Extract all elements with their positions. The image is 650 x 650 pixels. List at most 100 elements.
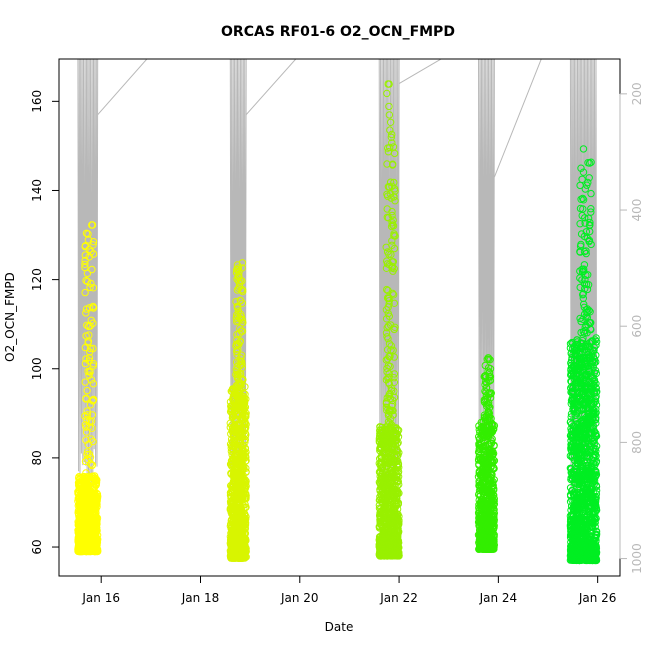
data-point [382,376,391,384]
data-point [84,531,92,539]
data-point [228,450,236,459]
data-point [391,197,399,205]
data-point [376,487,384,495]
data-point [383,89,391,98]
data-point [239,519,247,527]
data-point [490,500,498,508]
data-point [393,535,401,543]
data-point [87,316,96,324]
data-point [241,479,249,487]
data-point [386,143,394,152]
data-point [474,473,483,481]
data-point [482,540,491,548]
data-point [234,494,242,502]
data-point [235,278,243,286]
data-point [390,265,398,273]
data-point [475,511,483,520]
data-point [82,436,90,444]
data-point [386,414,395,423]
data-point [237,313,246,321]
data-point [385,443,393,451]
data-point [486,425,494,433]
data-point [85,512,93,521]
data-point [84,230,92,238]
data-point [86,348,94,356]
data-point [83,415,91,424]
data-point [480,528,488,536]
data-point [91,547,99,555]
data-point [394,499,403,507]
data-point [91,492,100,500]
data-point [478,531,486,540]
data-point [87,248,95,256]
data-point [86,505,94,513]
data-point [228,553,237,561]
data-point [480,442,488,451]
data-point [490,497,498,505]
data-point [377,534,386,542]
data-point [227,547,235,556]
data-point [231,438,239,446]
data-point [377,453,385,461]
data-point [480,433,488,441]
data-point [86,344,95,353]
data-point [377,464,385,472]
data-point [393,430,402,438]
data-point [85,304,94,312]
data-point [392,539,401,547]
data-point [379,551,387,559]
data-point [384,474,392,482]
data-point [79,499,87,508]
data-point [379,529,387,538]
data-point [232,448,240,457]
data-point [489,535,497,544]
data-point [389,160,397,168]
data-point [74,520,83,528]
data-point [232,268,241,277]
data-point [484,364,493,372]
data-point [232,340,241,348]
data-point [387,342,395,350]
data-point [387,387,396,395]
data-point [483,379,491,387]
data-point [89,238,98,246]
data-point [230,422,238,430]
data-point [375,504,384,512]
data-point [87,376,96,384]
data-point [480,433,489,442]
data-point [478,482,486,490]
data-point [240,420,249,428]
data-point [75,473,83,481]
data-point [379,482,388,490]
data-point [241,534,249,543]
data-point [485,377,493,385]
data-point [89,517,97,525]
data-point [84,545,93,554]
flight-series-rf01 [74,221,102,556]
data-point [384,529,392,538]
data-point [392,432,400,440]
data-point [385,102,393,111]
data-point [389,291,398,299]
data-point [81,378,89,386]
data-point [233,286,242,294]
data-point [82,309,90,317]
data-point [88,221,96,229]
data-point [393,552,401,560]
data-point [92,480,101,489]
data-point [232,464,241,472]
data-point [379,548,388,556]
data-point [236,276,245,285]
data-point [384,286,392,295]
data-point [376,520,384,528]
data-point [386,463,394,471]
data-point [232,437,240,445]
data-point [388,130,396,139]
data-point [242,544,250,552]
data-point [490,441,498,449]
data-point [386,118,395,127]
data-point [386,190,395,198]
data-point [83,321,91,329]
data-point [234,412,243,420]
data-point [81,412,89,420]
